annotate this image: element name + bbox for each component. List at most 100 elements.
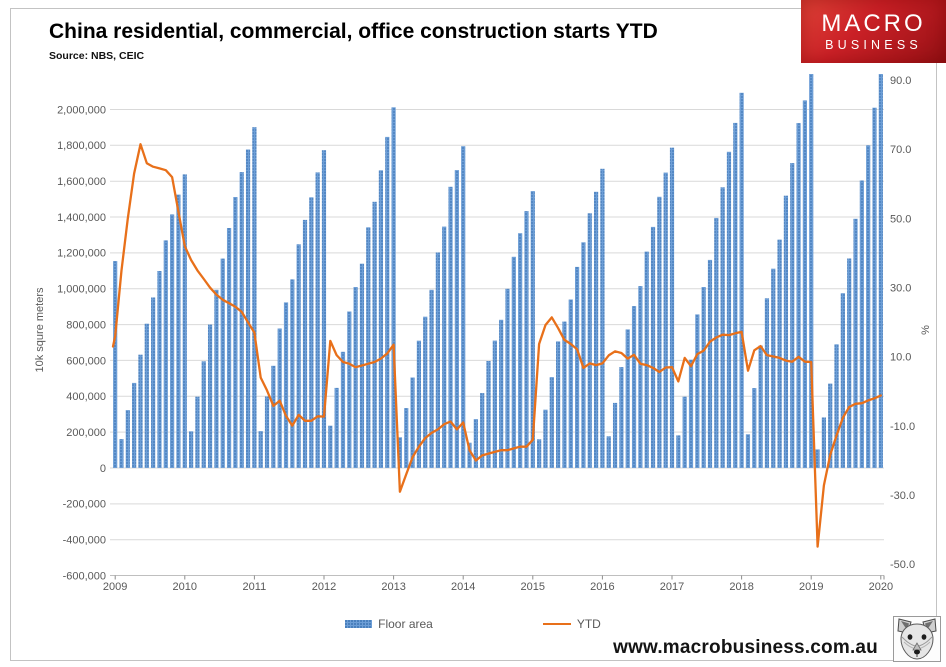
bar [499, 319, 504, 468]
axis-label: -200,000 [63, 499, 106, 511]
bar [821, 417, 826, 468]
axis-label: 2015 [521, 581, 545, 593]
bar [568, 299, 573, 468]
bar [562, 321, 567, 468]
ytd-line [111, 143, 882, 548]
right-axis-labels: 90.0 70.0 50.0 30.0 10.0 -10.0 -30.0 -50.0 [890, 75, 915, 571]
bar [435, 252, 440, 468]
bar [176, 194, 181, 468]
bar [214, 289, 219, 468]
axis-label: 70.0 [890, 144, 911, 156]
axis-label: 2014 [451, 581, 475, 593]
bar [429, 289, 434, 468]
axis-label: 1,800,000 [57, 140, 106, 152]
bar [676, 435, 681, 468]
bar [125, 410, 130, 468]
axis-label: 2019 [799, 581, 823, 593]
axis-label: 800,000 [66, 319, 106, 331]
bar [733, 122, 738, 469]
bar [764, 298, 770, 468]
bar [151, 297, 156, 468]
bar [796, 123, 801, 468]
bar [644, 251, 649, 468]
axis-label: 2012 [312, 581, 336, 593]
axis-label: -50.0 [890, 559, 915, 571]
bar [802, 100, 807, 469]
bar [549, 377, 554, 468]
bar [505, 288, 510, 469]
axis-label: 2010 [173, 581, 197, 593]
axis-label: 400,000 [66, 391, 106, 403]
bar [688, 359, 694, 468]
bar [701, 287, 706, 468]
axis-label: 1,000,000 [57, 284, 106, 296]
bar [132, 382, 137, 468]
bar [612, 402, 618, 468]
bar [454, 170, 459, 468]
axis-label: 2011 [243, 581, 267, 593]
bar [258, 431, 263, 468]
bar [619, 367, 624, 468]
bar [486, 361, 491, 468]
bar [866, 145, 871, 469]
axis-label: 30.0 [890, 282, 911, 294]
bar [714, 217, 719, 468]
axis-label: -400,000 [63, 535, 106, 547]
axis-label: 1,400,000 [57, 212, 106, 224]
legend-item-ytd: YTD [542, 617, 601, 631]
bar [119, 439, 124, 468]
bar [170, 214, 175, 468]
bar [593, 191, 599, 469]
bar [220, 258, 225, 468]
bar [777, 239, 782, 468]
bar [828, 383, 833, 468]
bar [302, 219, 308, 468]
bar [315, 172, 320, 468]
bar [524, 211, 529, 468]
floor-area-bars [113, 74, 883, 469]
bar [543, 409, 548, 468]
bar [669, 147, 675, 468]
bar [226, 228, 232, 468]
website-url: www.macrobusiness.com.au [613, 637, 878, 658]
bar [815, 449, 820, 468]
bar [423, 316, 428, 468]
bar [663, 172, 668, 468]
axis-label: 90.0 [890, 75, 911, 87]
bar [347, 311, 352, 468]
bar [461, 146, 466, 468]
axis-label: 1,200,000 [57, 248, 106, 260]
bar [290, 279, 295, 468]
bar [448, 186, 453, 469]
bar [556, 341, 561, 468]
bar [625, 329, 630, 468]
bar [328, 425, 333, 468]
x-axis-labels: 2009 2010 2011 2012 2013 2014 2015 2016 2017 2018… [103, 581, 893, 593]
bar [600, 168, 605, 469]
logo-text-macro: MACRO [821, 9, 926, 37]
bar [334, 387, 339, 468]
bar [366, 227, 371, 468]
axis-label: 2017 [660, 581, 684, 593]
bar [138, 354, 143, 468]
x-axis [110, 575, 885, 580]
bar [720, 187, 725, 469]
bar [239, 172, 244, 468]
bar-swatch-icon [345, 620, 373, 628]
axis-label: 1,600,000 [57, 176, 106, 188]
axis-label: -30.0 [890, 490, 915, 502]
bar [530, 191, 535, 468]
bar [245, 149, 251, 468]
bar [859, 180, 864, 468]
axis-label: -10.0 [890, 421, 915, 433]
bar [638, 286, 643, 468]
bar [321, 150, 327, 468]
axis-label: 2009 [103, 581, 127, 593]
bar [575, 266, 580, 468]
bar [416, 340, 421, 468]
chart-legend: Floor area YTD [0, 613, 946, 635]
line-swatch-icon [542, 623, 571, 625]
bar [847, 258, 852, 468]
axis-label: 2,000,000 [57, 104, 106, 116]
